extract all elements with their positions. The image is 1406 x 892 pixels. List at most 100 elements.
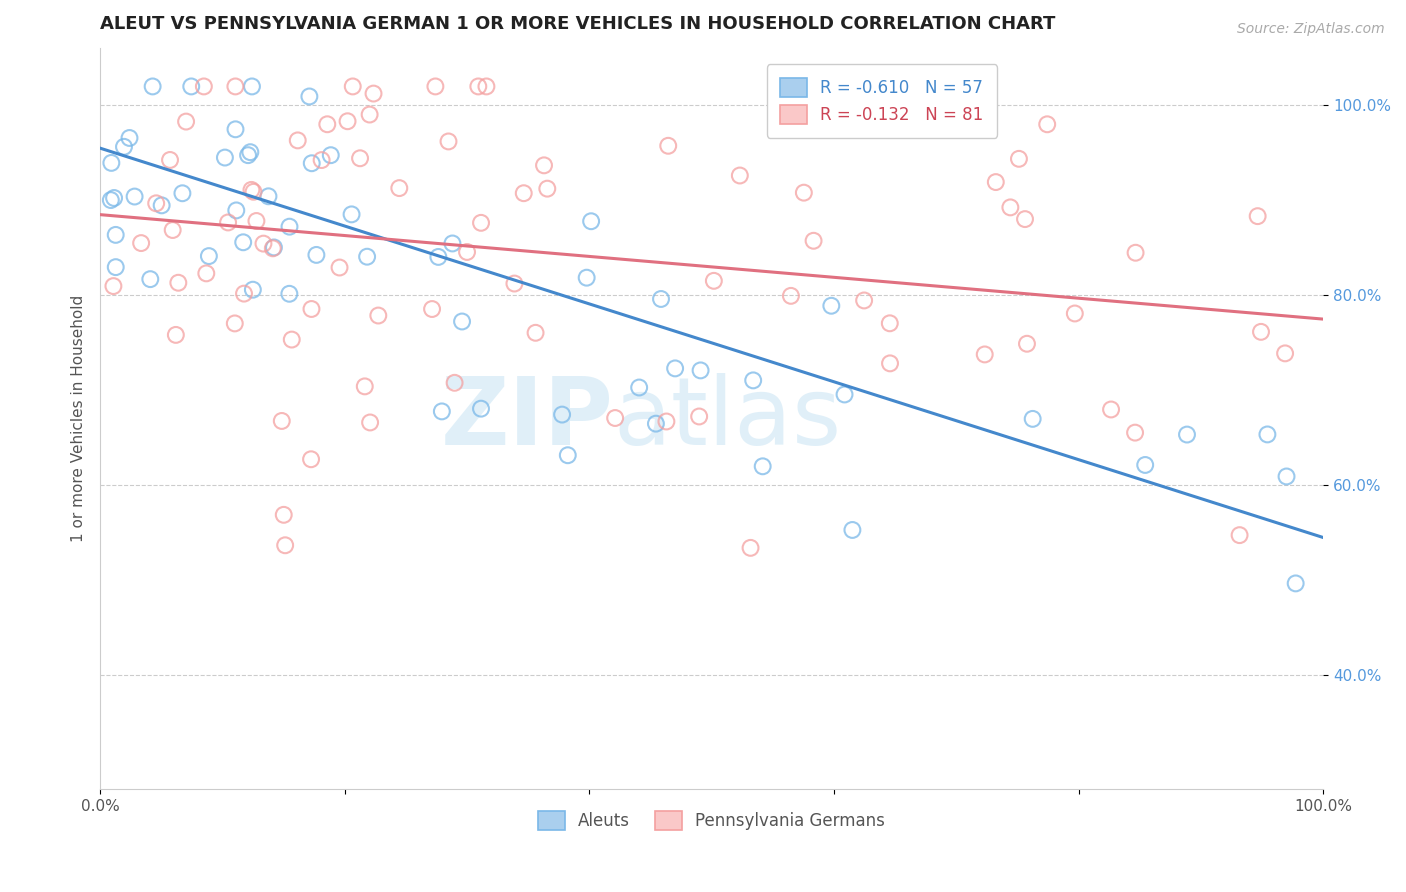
Point [299, 452, 322, 467]
Text: ALEUT VS PENNSYLVANIA GERMAN 1 OR MORE VEHICLES IN HOUSEHOLD CORRELATION CHART: ALEUT VS PENNSYLVANIA GERMAN 1 OR MORE V… [100, 15, 1056, 33]
Point [104, 227, 127, 242]
Point [104, 260, 127, 274]
Point [367, 309, 389, 323]
Point [311, 153, 333, 167]
Point [349, 151, 371, 165]
Point [425, 79, 447, 94]
Point [427, 250, 450, 264]
Point [103, 191, 125, 205]
Point [336, 114, 359, 128]
Point [236, 148, 259, 162]
Point [467, 79, 489, 94]
Point [803, 234, 825, 248]
Point [1125, 245, 1147, 260]
Point [232, 235, 254, 250]
Text: atlas: atlas [614, 373, 842, 465]
Point [342, 79, 364, 94]
Point [225, 203, 247, 218]
Point [645, 417, 668, 431]
Point [524, 326, 547, 340]
Y-axis label: 1 or more Vehicles in Household: 1 or more Vehicles in Household [72, 295, 86, 542]
Point [363, 87, 385, 101]
Point [242, 185, 264, 199]
Point [1135, 458, 1157, 472]
Point [281, 333, 304, 347]
Point [513, 186, 536, 201]
Point [359, 107, 381, 121]
Point [198, 249, 221, 263]
Point [224, 317, 246, 331]
Point [1246, 209, 1268, 223]
Point [841, 523, 863, 537]
Legend: Aleuts, Pennsylvania Germans: Aleuts, Pennsylvania Germans [531, 804, 891, 837]
Point [118, 131, 141, 145]
Point [162, 223, 184, 237]
Point [193, 79, 215, 94]
Point [262, 241, 284, 255]
Point [167, 276, 190, 290]
Point [820, 299, 842, 313]
Point [742, 373, 765, 387]
Point [103, 279, 125, 293]
Point [239, 145, 262, 160]
Point [1036, 117, 1059, 131]
Point [441, 236, 464, 251]
Point [879, 356, 901, 370]
Point [112, 140, 135, 154]
Point [316, 117, 339, 131]
Point [575, 270, 598, 285]
Point [252, 236, 274, 251]
Point [278, 286, 301, 301]
Point [879, 316, 901, 330]
Point [984, 175, 1007, 189]
Point [263, 240, 285, 254]
Point [470, 401, 492, 416]
Point [233, 286, 256, 301]
Point [1274, 346, 1296, 360]
Point [145, 196, 167, 211]
Point [298, 89, 321, 103]
Point [846, 79, 869, 94]
Point [740, 541, 762, 555]
Point [165, 327, 187, 342]
Point [1250, 325, 1272, 339]
Point [139, 272, 162, 286]
Point [533, 158, 555, 172]
Point [1008, 152, 1031, 166]
Point [456, 244, 478, 259]
Point [142, 79, 165, 94]
Point [664, 361, 686, 376]
Point [129, 236, 152, 251]
Point [437, 135, 460, 149]
Point [301, 301, 323, 316]
Point [180, 79, 202, 94]
Point [834, 387, 856, 401]
Point [703, 274, 725, 288]
Point [100, 193, 122, 207]
Point [1256, 427, 1278, 442]
Point [655, 415, 678, 429]
Point [780, 289, 803, 303]
Point [174, 114, 197, 128]
Point [536, 181, 558, 195]
Point [388, 181, 411, 195]
Point [240, 183, 263, 197]
Point [214, 151, 236, 165]
Point [150, 198, 173, 212]
Point [172, 186, 194, 201]
Point [551, 408, 574, 422]
Point [245, 214, 267, 228]
Text: ZIP: ZIP [441, 373, 614, 465]
Point [973, 347, 995, 361]
Point [1099, 402, 1122, 417]
Point [100, 156, 122, 170]
Point [270, 414, 292, 428]
Point [451, 314, 474, 328]
Point [853, 293, 876, 308]
Point [557, 448, 579, 462]
Point [359, 416, 381, 430]
Point [793, 186, 815, 200]
Point [689, 363, 711, 377]
Point [628, 380, 651, 394]
Point [242, 283, 264, 297]
